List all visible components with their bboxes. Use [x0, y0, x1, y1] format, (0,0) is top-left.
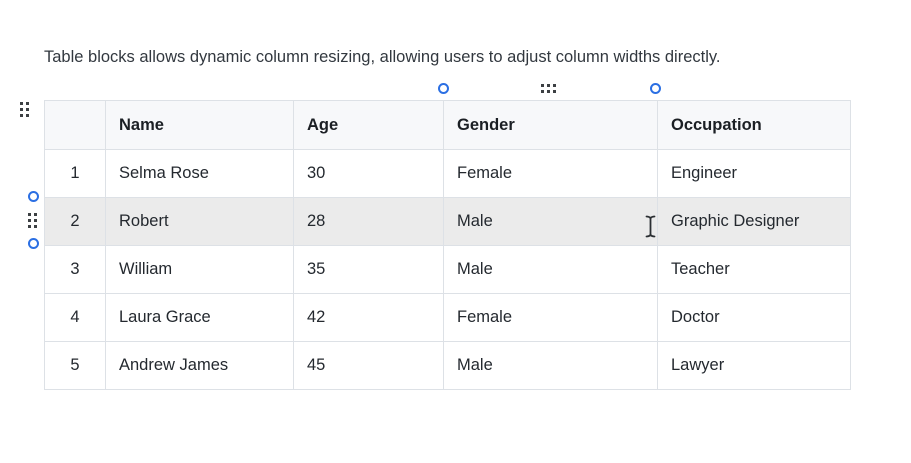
- cell-name[interactable]: Laura Grace: [105, 293, 294, 342]
- table-row: 4 Laura Grace 42 Female Doctor: [44, 293, 851, 342]
- table-row: 5 Andrew James 45 Male Lawyer: [44, 341, 851, 390]
- header-cell-age[interactable]: Age: [293, 100, 444, 150]
- cell-age[interactable]: 28: [293, 197, 444, 246]
- header-cell-number[interactable]: [44, 100, 106, 150]
- cell-gender[interactable]: Male: [443, 341, 658, 390]
- cell-gender[interactable]: Female: [443, 149, 658, 198]
- header-row: Name Age Gender Occupation: [44, 100, 851, 150]
- cell-gender[interactable]: Female: [443, 293, 658, 342]
- table-block: Name Age Gender Occupation 1 Selma Rose …: [44, 100, 851, 390]
- cell-gender[interactable]: Male: [443, 245, 658, 294]
- data-table: Name Age Gender Occupation 1 Selma Rose …: [44, 100, 851, 390]
- cell-occupation[interactable]: Lawyer: [657, 341, 851, 390]
- cell-occupation[interactable]: Teacher: [657, 245, 851, 294]
- cell-row-number[interactable]: 4: [44, 293, 106, 342]
- cell-age[interactable]: 42: [293, 293, 444, 342]
- cell-row-number[interactable]: 5: [44, 341, 106, 390]
- cell-name[interactable]: William: [105, 245, 294, 294]
- cell-row-number[interactable]: 1: [44, 149, 106, 198]
- cell-gender[interactable]: Male: [443, 197, 658, 246]
- row-drag-handle-icon[interactable]: [28, 213, 37, 228]
- cell-row-number[interactable]: 3: [44, 245, 106, 294]
- cell-occupation[interactable]: Graphic Designer: [657, 197, 851, 246]
- column-drag-handle-icon[interactable]: [541, 84, 556, 93]
- row-resize-handle-bottom-circle[interactable]: [28, 238, 39, 249]
- cell-occupation[interactable]: Engineer: [657, 149, 851, 198]
- column-resize-handle-left-circle[interactable]: [438, 83, 449, 94]
- table-drag-handle-icon[interactable]: [20, 102, 29, 117]
- table-row-highlighted: 2 Robert 28 Male Graphic Designer: [44, 197, 851, 246]
- table-row: 1 Selma Rose 30 Female Engineer: [44, 149, 851, 198]
- description-text[interactable]: Table blocks allows dynamic column resiz…: [44, 48, 721, 66]
- cell-age[interactable]: 30: [293, 149, 444, 198]
- cell-occupation[interactable]: Doctor: [657, 293, 851, 342]
- cell-name[interactable]: Selma Rose: [105, 149, 294, 198]
- header-cell-name[interactable]: Name: [105, 100, 294, 150]
- header-cell-occupation[interactable]: Occupation: [657, 100, 851, 150]
- cell-row-number[interactable]: 2: [44, 197, 106, 246]
- header-cell-gender[interactable]: Gender: [443, 100, 658, 150]
- row-resize-handle-top-circle[interactable]: [28, 191, 39, 202]
- table-row: 3 William 35 Male Teacher: [44, 245, 851, 294]
- column-resize-handle-right-circle[interactable]: [650, 83, 661, 94]
- cell-age[interactable]: 35: [293, 245, 444, 294]
- cell-name[interactable]: Robert: [105, 197, 294, 246]
- cell-age[interactable]: 45: [293, 341, 444, 390]
- cell-name[interactable]: Andrew James: [105, 341, 294, 390]
